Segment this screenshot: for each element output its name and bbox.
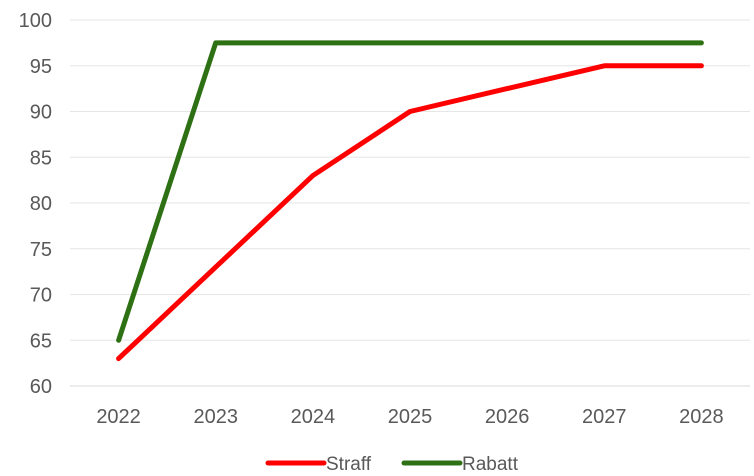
x-tick-label: 2023 — [193, 406, 238, 428]
x-tick-label: 2026 — [485, 406, 530, 428]
legend-label-rabatt: Rabatt — [462, 454, 519, 475]
y-tick-label: 80 — [30, 193, 52, 215]
series-line-straff — [116, 63, 704, 362]
x-tick-label: 2024 — [291, 406, 336, 428]
series-line-rabatt — [116, 40, 704, 343]
x-axis-tick-labels: 2022 2023 2024 2025 2026 2027 2028 — [96, 406, 723, 428]
y-tick-label: 100 — [19, 10, 52, 32]
legend-label-straff: Straff — [326, 454, 372, 475]
legend: Straff Rabatt — [265, 454, 519, 475]
y-tick-label: 70 — [30, 285, 52, 307]
y-axis-tick-labels: 60 65 70 75 80 85 90 95 100 — [19, 10, 52, 398]
series-lines — [116, 40, 704, 362]
y-tick-label: 85 — [30, 147, 52, 169]
x-tick-label: 2027 — [582, 406, 627, 428]
y-tick-label: 65 — [30, 330, 52, 352]
y-tick-label: 75 — [30, 239, 52, 261]
x-tick-label: 2022 — [96, 406, 141, 428]
x-tick-label: 2028 — [679, 406, 724, 428]
x-tick-label: 2025 — [388, 406, 433, 428]
y-tick-label: 90 — [30, 102, 52, 124]
y-tick-label: 60 — [30, 376, 52, 398]
y-tick-label: 95 — [30, 56, 52, 78]
